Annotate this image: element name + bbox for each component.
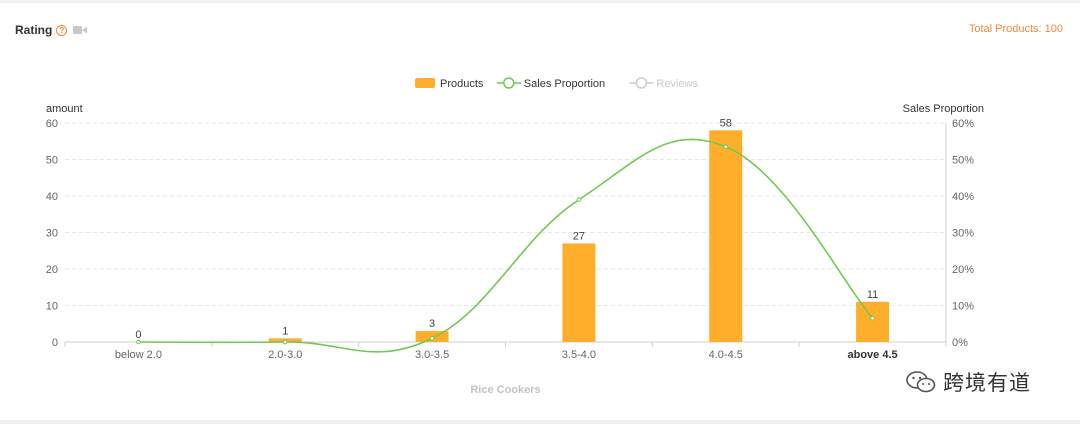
y-tick-label-right: 60% xyxy=(952,118,974,130)
y-tick-label-right: 50% xyxy=(952,155,974,167)
y-tick-label-right: 0% xyxy=(952,337,968,349)
line-point xyxy=(870,315,875,321)
line-point xyxy=(282,339,288,345)
y-tick-label-left: 20 xyxy=(46,264,58,276)
bar xyxy=(856,301,890,342)
line-point xyxy=(723,144,729,150)
bar-value-label: 27 xyxy=(573,230,585,242)
card-header: Rating ? xyxy=(15,23,88,37)
legend-marker-bar xyxy=(415,78,435,88)
legend-label: Sales Proportion xyxy=(524,78,605,90)
rating-card: Rating ? Total Products: 100 0 10 20 30 40 50… xyxy=(0,3,1080,420)
bar-value-label: 0 xyxy=(135,329,141,341)
x-tick-label: 2.0-3.0 xyxy=(268,349,302,361)
wechat-icon xyxy=(906,371,936,393)
bar-value-label: 11 xyxy=(867,289,878,301)
x-axis-title: Rice Cookers xyxy=(470,384,540,396)
sales-proportion-line xyxy=(138,138,874,353)
y-tick-label-left: 50 xyxy=(46,155,58,167)
legend-marker-circle xyxy=(635,77,648,89)
x-tick-label: 4.0-4.5 xyxy=(709,349,743,361)
y-tick-label-left: 10 xyxy=(46,301,58,313)
card-title: Rating xyxy=(15,23,53,37)
bar-value-label: 58 xyxy=(720,117,732,129)
total-products: Total Products: 100 xyxy=(968,23,1063,35)
y-tick-label-right: 40% xyxy=(952,191,974,203)
bar xyxy=(562,243,596,342)
x-tick-label: 3.0-3.5 xyxy=(415,349,449,361)
y-tick-label-right: 20% xyxy=(952,264,974,276)
bar-value-label: 1 xyxy=(282,325,288,337)
y-tick-label-left: 60 xyxy=(46,118,58,130)
help-icon[interactable]: ? xyxy=(56,24,68,36)
y-tick-label-left: 0 xyxy=(52,337,58,349)
watermark: 跨境有道 xyxy=(905,367,1031,397)
legend-marker-circle xyxy=(503,77,515,89)
watermark-text: 跨境有道 xyxy=(943,372,1031,395)
y-tick-label-right: 30% xyxy=(952,228,974,240)
line-point xyxy=(576,197,582,202)
y-axis-title-left: amount xyxy=(46,103,83,115)
bar-value-label: 3 xyxy=(429,318,435,330)
y-tick-label-left: 30 xyxy=(46,228,58,240)
line-point xyxy=(429,336,435,341)
bar xyxy=(709,130,743,342)
y-tick-label-left: 40 xyxy=(46,191,58,203)
x-tick-label: below 2.0 xyxy=(115,349,162,361)
video-camera-icon[interactable] xyxy=(73,25,88,35)
x-tick-label: 3.5-4.0 xyxy=(562,349,596,361)
y-axis-title-right: Sales Proportion xyxy=(903,103,984,115)
y-tick-label-right: 10% xyxy=(952,301,974,313)
line-point xyxy=(136,339,141,345)
legend-label: Reviews xyxy=(656,78,698,90)
x-tick-label: above 4.5 xyxy=(848,349,898,361)
legend-label: Products xyxy=(440,78,484,90)
